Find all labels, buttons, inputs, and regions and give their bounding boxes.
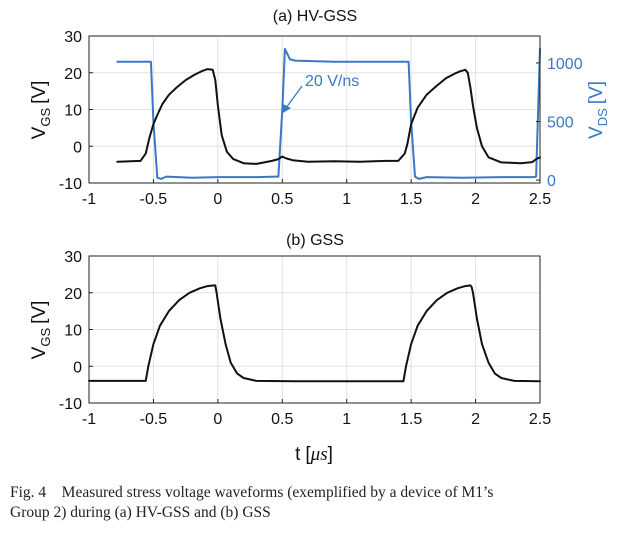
y-tick-label: 0 [73, 139, 82, 156]
y-tick-label: 10 [64, 323, 82, 340]
x-tick-label: 2.5 [529, 191, 551, 208]
panel-b-ylabel-unit: [V] [29, 301, 50, 324]
panel-a-vgs-series [116, 68, 541, 165]
y-tick-label: 30 [64, 29, 82, 46]
annotation-arrow-shaft [285, 85, 303, 109]
y2-tick-label: 0 [547, 173, 556, 190]
x-tick-label: 2 [471, 191, 480, 208]
caption-line-1: Fig. 4 Measured stress voltage waveforms… [10, 484, 494, 501]
x-tick-label: -0.5 [140, 191, 168, 208]
y-tick-label: 20 [64, 66, 82, 83]
x-tick-label: -1 [82, 411, 96, 428]
y-tick-label: 30 [64, 249, 82, 266]
panel-a-x-ticks: -1 -0.5 0 0.5 1 1.5 2 2.5 [82, 179, 551, 208]
x-tick-label: 0.5 [271, 191, 293, 208]
panel-b-vgs-series [88, 284, 541, 383]
caption-line-2: Group 2) during (a) HV-GSS and (b) GSS [10, 504, 271, 521]
y-tick-label: 20 [64, 286, 82, 303]
x-tick-label: 1 [342, 411, 351, 428]
y-tick-label: 10 [64, 103, 82, 120]
panel-b-ylabel-sub: GS [38, 328, 53, 347]
panel-a-y2-axis-label: VDS [V] [586, 81, 610, 139]
y-tick-label: -10 [59, 176, 82, 193]
series-line-vgs [116, 68, 541, 165]
panel-b-gss: (b) GSS -1 -0.5 0 0.5 1 1.5 2 2.5 -10 0 10 20 30 VG… [29, 232, 551, 465]
y-tick-label: -10 [59, 396, 82, 413]
panel-b-title: (b) GSS [286, 232, 344, 249]
panel-a-ylabel-main: V [29, 126, 50, 139]
panel-a-title: (a) HV-GSS [273, 8, 357, 25]
series-line-vds [116, 47, 541, 180]
x-tick-label: -0.5 [140, 411, 168, 428]
panel-b-ylabel-main: V [29, 346, 50, 359]
x-tick-label: 0.5 [271, 411, 293, 428]
panel-a-ylabel-unit: [V] [29, 81, 50, 104]
x-tick-label: -1 [82, 191, 96, 208]
y-tick-label: 0 [73, 359, 82, 376]
panel-a-y-axis-label: VGS [V] [29, 81, 53, 140]
panel-b-xlabel-close: ] [328, 444, 333, 465]
x-tick-label: 1 [342, 191, 351, 208]
panel-a-hv-gss: (a) HV-GSS -1 -0.5 0 0.5 1 1.5 2 2.5 -10 0 10 20 30… [29, 8, 610, 208]
panel-b-y-ticks: -10 0 10 20 30 [59, 249, 93, 413]
panel-a-vds-series [116, 47, 541, 180]
panel-a-y2label-unit: [V] [586, 81, 607, 104]
panel-a-y2label-main: V [586, 126, 607, 139]
panel-b-xlabel-main: t [295, 444, 301, 465]
panel-b-x-axis-label: t [μs] [295, 444, 333, 465]
panel-b-x-ticks: -1 -0.5 0 0.5 1 1.5 2 2.5 [82, 399, 551, 428]
x-tick-label: 1.5 [400, 411, 422, 428]
y2-tick-label: 500 [547, 115, 574, 132]
x-tick-label: 1.5 [400, 191, 422, 208]
x-tick-label: 2 [471, 411, 480, 428]
x-tick-label: 2.5 [529, 411, 551, 428]
figure: (a) HV-GSS -1 -0.5 0 0.5 1 1.5 2 2.5 -100102030… [29, 8, 610, 465]
panel-a-y2label-sub: DS [595, 108, 610, 126]
series-line-vgs [88, 284, 541, 383]
figure-caption: Fig. 4 Measured stress voltage waveforms… [10, 483, 630, 523]
panel-a-y2-ticks: 0 500 1000 [536, 56, 583, 190]
panel-b-y-axis-label: VGS [V] [29, 301, 53, 360]
y2-tick-label: 1000 [547, 56, 583, 73]
x-tick-label: 0 [213, 411, 222, 428]
panel-a-y-ticks: -10 0 10 20 30 [59, 29, 93, 193]
annotation-20vns: 20 V/ns [305, 73, 359, 90]
panel-b-xlabel-open: [ [305, 444, 311, 465]
annotation-arrow-head [283, 104, 291, 113]
panel-b-grid [89, 256, 540, 403]
panel-b-xlabel-unit: μs [310, 444, 328, 465]
panel-a-ylabel-sub: GS [38, 108, 53, 127]
x-tick-label: 0 [213, 191, 222, 208]
